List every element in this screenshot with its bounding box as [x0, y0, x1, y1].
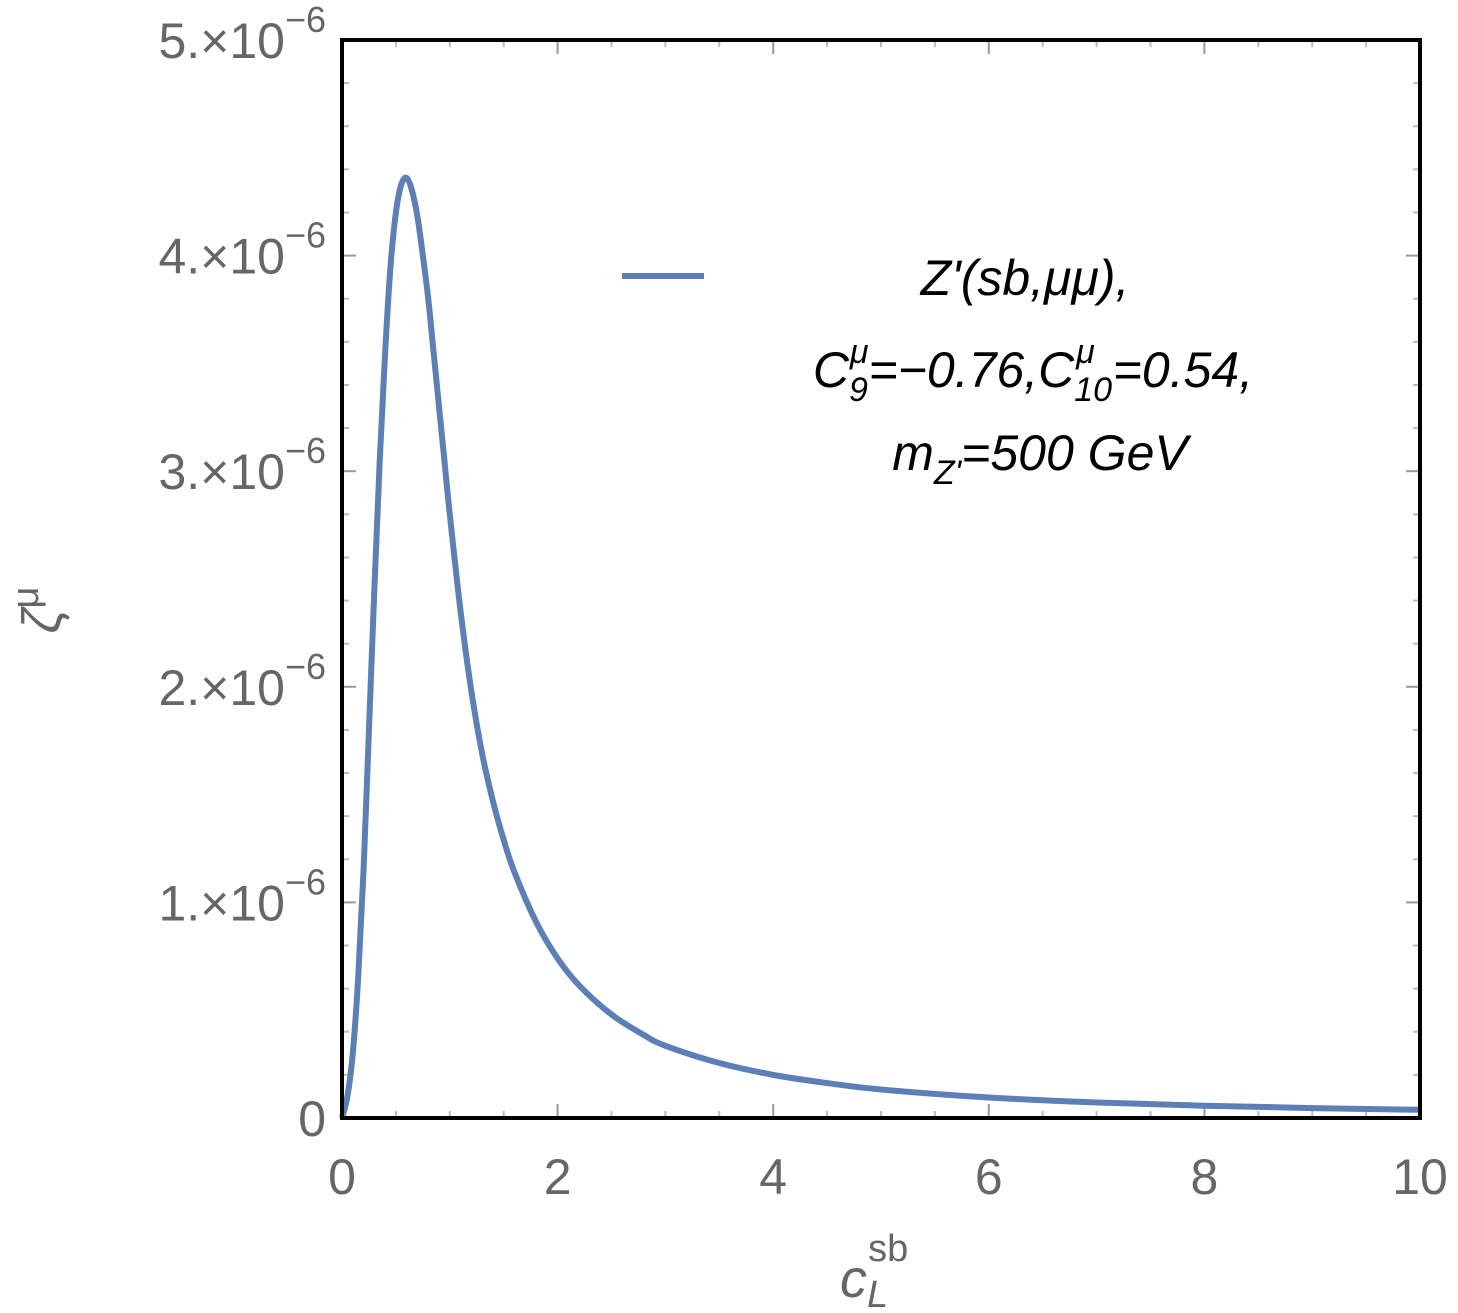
c9-superscript: μ	[849, 333, 869, 371]
mass-value: =500 GeV	[961, 425, 1192, 481]
x-label-superscript: sb	[868, 1228, 908, 1270]
y-tick-label-4: 4.×10−6	[158, 215, 326, 285]
c9-subscript: 9	[849, 371, 868, 409]
x-label-main: c	[840, 1249, 867, 1309]
y-label-superscript: μ	[5, 587, 47, 609]
y-tick-exponent: −6	[285, 0, 326, 40]
plot-frame	[340, 38, 1422, 1120]
series-layer	[339, 174, 1421, 1119]
mass-subscript: Z'	[933, 454, 963, 492]
y-tick-mantissa: 1.×10	[158, 875, 285, 931]
legend-line-1: Z'(sb,μμ),	[920, 250, 1130, 306]
c10-symbol: C	[1038, 342, 1075, 398]
y-tick-mantissa: 4.×10	[158, 229, 285, 285]
legend-line-2: C9μ=−0.76,C10μ =0.54,	[813, 333, 1253, 409]
y-tick-label-3: 3.×10−6	[158, 430, 326, 500]
x-tick-label-0: 0	[328, 1149, 356, 1205]
c10-subscript: 10	[1074, 371, 1112, 409]
legend-line-3: mZ'=500 GeV	[892, 425, 1192, 492]
legend: Z'(sb,μμ), C9μ=−0.76,C10μ =0.54, mZ'=500 …	[622, 250, 1253, 492]
y-tick-exponent: −6	[285, 646, 326, 687]
c10-superscript: μ	[1075, 333, 1095, 371]
y-axis-label: ζμ	[5, 587, 72, 634]
y-tick-exponent: −6	[285, 215, 326, 256]
c9-symbol: C	[813, 342, 850, 398]
y-tick-mantissa: 2.×10	[158, 660, 285, 716]
y-label-main: ζ	[12, 605, 72, 633]
x-tick-label-4: 8	[1190, 1149, 1218, 1205]
x-label-subscript: L	[867, 1274, 888, 1313]
c9-value: =−0.76,	[869, 342, 1039, 398]
y-tick-label-1: 1.×10−6	[158, 861, 326, 931]
y-tick-exponent: −6	[285, 430, 326, 471]
y-tick-mantissa: 3.×10	[158, 444, 285, 500]
x-axis-label: cLsb	[840, 1228, 908, 1313]
x-axis-ticks: 0 2 4 6 8 10	[328, 40, 1448, 1205]
y-tick-mantissa: 0	[298, 1091, 326, 1147]
y-tick-label-5: 5.×10−6	[158, 0, 326, 69]
c10-value: =0.54,	[1113, 342, 1253, 398]
y-tick-label-0: 0	[298, 1091, 326, 1147]
mass-symbol: m	[892, 425, 934, 481]
y-tick-label-2: 2.×10−6	[158, 646, 326, 716]
x-tick-label-5: 10	[1392, 1149, 1448, 1205]
series-line	[339, 174, 1421, 1119]
x-tick-label-1: 2	[544, 1149, 572, 1205]
y-axis-ticks: 01.×10−62.×10−63.×10−64.×10−65.×10−6	[158, 0, 1420, 1147]
x-tick-label-3: 6	[975, 1149, 1003, 1205]
x-tick-label-2: 4	[759, 1149, 787, 1205]
y-tick-mantissa: 5.×10	[158, 13, 285, 69]
y-tick-exponent: −6	[285, 861, 326, 902]
